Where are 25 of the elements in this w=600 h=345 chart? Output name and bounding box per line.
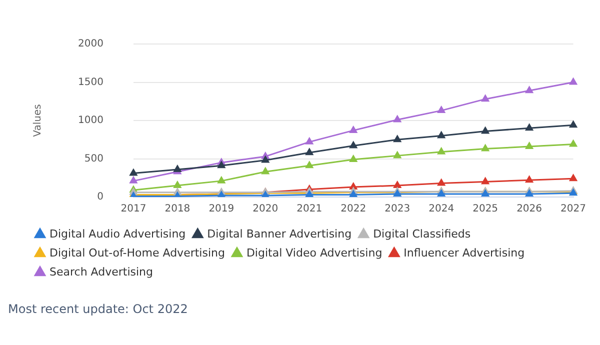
x-tick-label: 2023 xyxy=(384,204,410,215)
x-tick-label: 2019 xyxy=(208,204,234,215)
x-tick-label: 2021 xyxy=(296,204,322,215)
x-tick-label: 2017 xyxy=(120,204,146,215)
x-tick-label: 2026 xyxy=(516,204,542,215)
x-tick-label: 2027 xyxy=(560,204,586,215)
legend-label: Search Advertising xyxy=(50,265,154,278)
y-axis-title: Values xyxy=(32,104,44,137)
x-tick-label: 2018 xyxy=(164,204,190,215)
y-tick-label: 0 xyxy=(97,192,104,203)
y-tick-label: 1000 xyxy=(78,115,104,126)
legend-label: Digital Video Advertising xyxy=(246,246,382,260)
legend-label: Influencer Advertising xyxy=(404,246,525,260)
text: Most recent update: Oct 2022 xyxy=(8,302,189,316)
legend-label: Digital Banner Advertising xyxy=(207,227,352,240)
y-tick-label: 2000 xyxy=(78,38,104,50)
x-tick-label: 2024 xyxy=(428,204,454,215)
y-tick-label: 1500 xyxy=(78,76,104,88)
x-tick-label: 2022 xyxy=(340,204,366,215)
legend-label: Digital Classifieds xyxy=(373,227,471,240)
x-tick-label: 2025 xyxy=(472,204,498,215)
x-tick-label: 2020 xyxy=(252,204,278,215)
legend-label: Digital Out-of-Home Advertising xyxy=(50,246,225,260)
legend-label: Digital Audio Advertising xyxy=(50,227,186,240)
y-tick-label: 500 xyxy=(84,153,104,164)
